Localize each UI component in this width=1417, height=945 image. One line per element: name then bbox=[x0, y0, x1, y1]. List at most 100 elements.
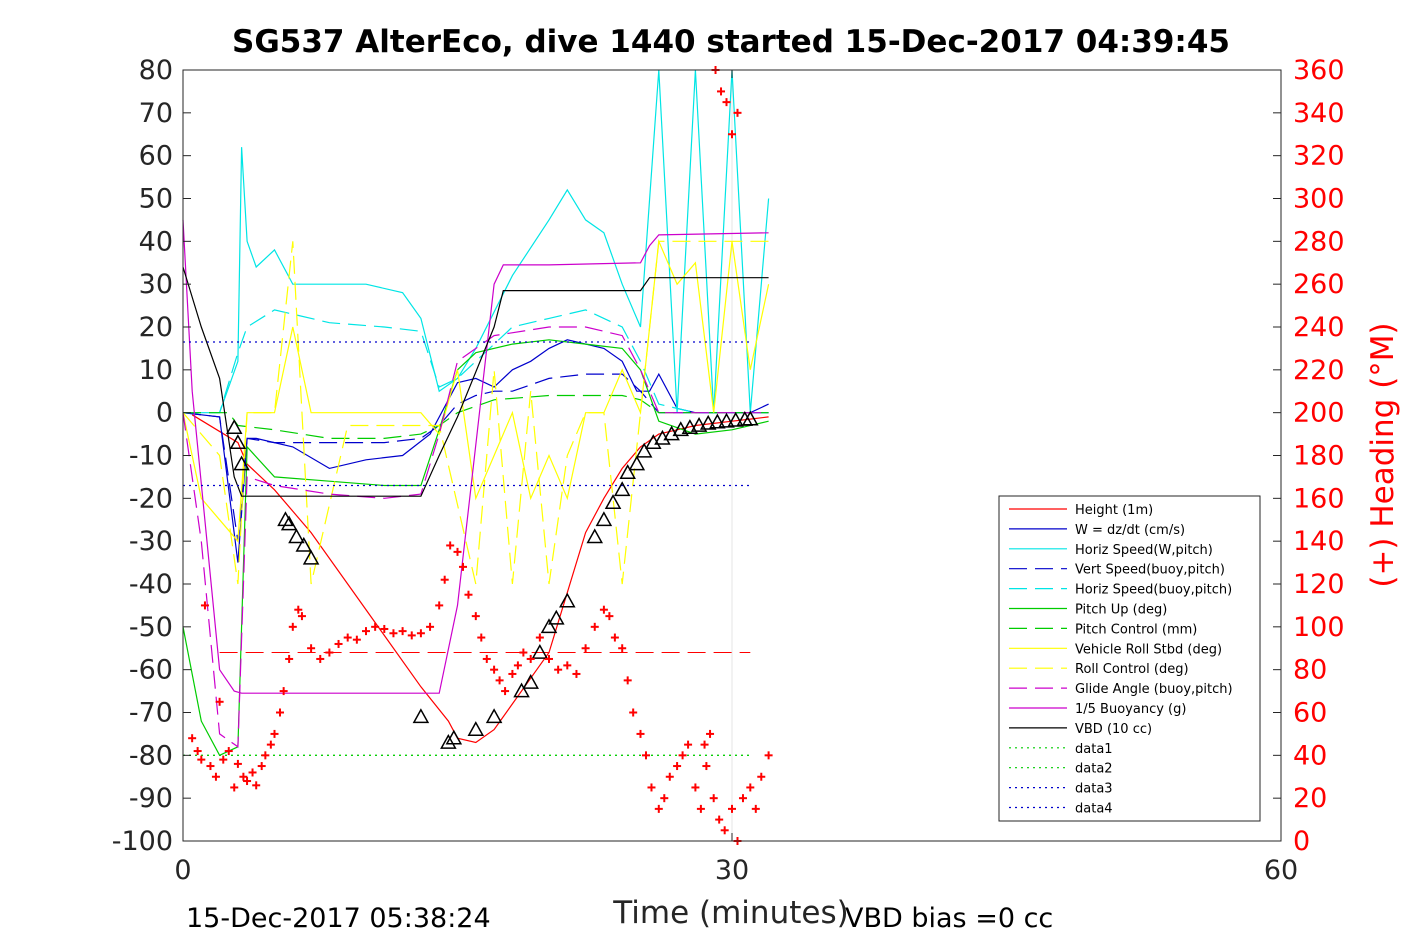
legend-label-14: data3 bbox=[1075, 782, 1113, 797]
y-right-tick-label: 20 bbox=[1293, 783, 1327, 814]
y-right-tick-label: 260 bbox=[1293, 269, 1345, 300]
depth-triangle-marker bbox=[440, 733, 457, 749]
heading-point bbox=[519, 648, 528, 657]
heading-point bbox=[215, 697, 224, 706]
legend-label-2: Horiz Speed(W,pitch) bbox=[1075, 543, 1213, 558]
heading-point bbox=[193, 747, 202, 756]
series-line-3 bbox=[182, 373, 769, 542]
depth-triangle-marker bbox=[690, 416, 708, 432]
y-right-tick-label: 120 bbox=[1293, 569, 1345, 600]
y-left-tick-label: 70 bbox=[139, 98, 173, 129]
heading-point bbox=[200, 601, 209, 610]
heading-point bbox=[458, 562, 467, 571]
heading-point bbox=[371, 622, 380, 631]
heading-point bbox=[702, 762, 711, 771]
series-line-0 bbox=[191, 414, 769, 744]
series-line-4 bbox=[183, 309, 769, 414]
heading-point bbox=[590, 622, 599, 631]
plot-layer bbox=[182, 66, 773, 845]
legend-label-10: 1/5 Buoyancy (g) bbox=[1075, 702, 1186, 717]
heading-point bbox=[435, 601, 444, 610]
depth-triangle-marker bbox=[302, 549, 320, 565]
heading-point bbox=[715, 815, 724, 824]
legend-label-1: W = dz/dt (cm/s) bbox=[1075, 523, 1185, 538]
y-right-tick-label: 240 bbox=[1293, 312, 1345, 343]
heading-point bbox=[717, 87, 726, 96]
y-left-tick-label: 30 bbox=[139, 269, 173, 300]
heading-point bbox=[618, 644, 627, 653]
y-left-tick-label: 80 bbox=[139, 55, 173, 86]
legend-label-7: Vehicle Roll Stbd (deg) bbox=[1075, 642, 1222, 657]
heading-point bbox=[206, 762, 215, 771]
heading-point bbox=[654, 804, 663, 813]
heading-point bbox=[647, 783, 656, 792]
legend-box bbox=[998, 495, 1261, 822]
heading-point bbox=[197, 755, 206, 764]
heading-point bbox=[389, 629, 398, 638]
y-right-tick-label: 60 bbox=[1293, 698, 1327, 729]
heading-point bbox=[508, 669, 517, 678]
y-left-tick-label: -90 bbox=[129, 783, 173, 814]
y-left-tick-label: -50 bbox=[129, 612, 173, 643]
legend-label-0: Height (1m) bbox=[1075, 503, 1153, 518]
heading-point bbox=[416, 629, 425, 638]
depth-triangle-marker bbox=[699, 414, 717, 430]
y-left-tick-label: -20 bbox=[129, 483, 173, 514]
heading-point bbox=[709, 794, 718, 803]
y-left-tick-label: 50 bbox=[139, 184, 173, 215]
depth-triangle-marker bbox=[445, 729, 463, 745]
depth-triangle-marker bbox=[522, 673, 539, 689]
heading-point bbox=[636, 729, 645, 738]
depth-triangle-marker bbox=[628, 455, 646, 471]
legend-label-6: Pitch Control (mm) bbox=[1075, 622, 1197, 637]
x-axis-label: Time (minutes) bbox=[612, 895, 848, 931]
heading-point bbox=[464, 590, 473, 599]
heading-point bbox=[746, 783, 755, 792]
heading-point bbox=[660, 794, 669, 803]
x-tick-label: 60 bbox=[1264, 855, 1298, 886]
depth-triangle-marker bbox=[280, 515, 298, 531]
depth-triangle-marker bbox=[229, 434, 247, 449]
heading-point bbox=[294, 605, 303, 614]
heading-point bbox=[563, 661, 572, 670]
depth-triangle-marker bbox=[277, 511, 294, 527]
heading-point bbox=[526, 654, 535, 663]
depth-triangle-marker bbox=[233, 455, 250, 471]
heading-point bbox=[728, 804, 736, 813]
footer-vbd-bias: VBD bias =0 cc bbox=[845, 903, 1053, 934]
heading-point bbox=[440, 575, 449, 584]
depth-triangle-marker bbox=[548, 609, 565, 625]
heading-point bbox=[764, 751, 773, 760]
legend-label-3: Vert Speed(buoy,pitch) bbox=[1075, 563, 1225, 578]
legend-label-12: data1 bbox=[1075, 742, 1113, 757]
depth-triangle-marker bbox=[742, 410, 759, 426]
depth-triangle-marker bbox=[540, 618, 558, 634]
heading-point bbox=[211, 772, 220, 781]
depth-triangle-marker bbox=[531, 643, 549, 659]
y-right-tick-label: 280 bbox=[1293, 226, 1345, 257]
legend-label-13: data2 bbox=[1075, 762, 1113, 777]
series-line-9 bbox=[182, 326, 769, 748]
heading-point bbox=[610, 633, 619, 642]
y-left-tick-label: -30 bbox=[129, 526, 173, 557]
heading-point bbox=[261, 751, 270, 760]
depth-triangle-marker bbox=[727, 411, 744, 427]
footer-timestamp: 15-Dec-2017 05:38:24 bbox=[186, 903, 491, 934]
depth-triangle-marker bbox=[485, 708, 503, 724]
y-right-tick-label: 340 bbox=[1293, 98, 1345, 129]
heading-point bbox=[641, 751, 650, 760]
heading-point bbox=[757, 772, 766, 781]
depth-triangle-marker bbox=[295, 536, 313, 552]
heading-point bbox=[554, 665, 563, 674]
heading-point bbox=[316, 654, 325, 663]
depth-triangle-marker bbox=[288, 528, 305, 544]
heading-point bbox=[665, 772, 674, 781]
y-right-tick-label: 80 bbox=[1293, 655, 1327, 686]
heading-point bbox=[482, 654, 491, 663]
heading-point bbox=[297, 612, 306, 621]
heading-point bbox=[224, 747, 233, 756]
depth-triangle-marker bbox=[586, 528, 604, 544]
depth-triangle-marker bbox=[709, 413, 726, 429]
heading-point bbox=[722, 98, 731, 107]
y-left-tick-label: 40 bbox=[139, 226, 173, 257]
